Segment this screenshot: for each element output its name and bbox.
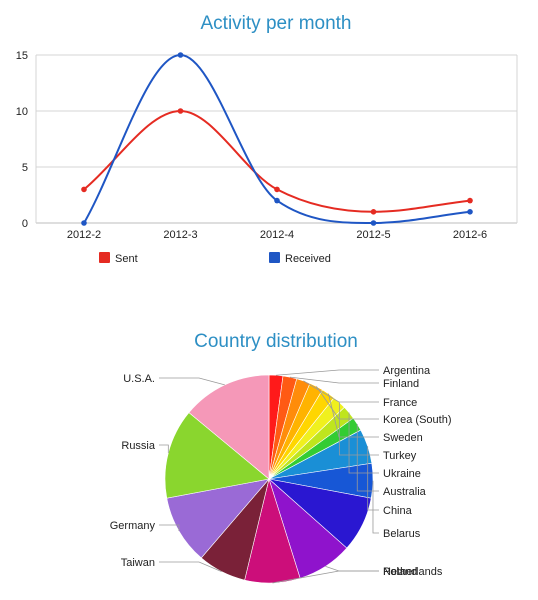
line-chart-title: Activity per month	[201, 13, 352, 34]
leader-line-australia	[356, 423, 379, 492]
leader-line-russia	[159, 444, 169, 453]
pie-label-australia: Australia	[383, 486, 427, 498]
pie-slice-u-s-a[interactable]	[188, 374, 270, 480]
line-series	[81, 52, 473, 226]
leader-line-u-s-a	[159, 377, 225, 386]
pie-label-france: France	[383, 397, 417, 409]
data-point-sent[interactable]	[177, 108, 184, 114]
data-point-sent[interactable]	[467, 197, 473, 204]
data-point-sent[interactable]	[81, 186, 87, 193]
x-tick-label: 2012-4	[260, 229, 294, 241]
pie-slice-russia[interactable]	[164, 412, 270, 499]
leader-line-china	[367, 446, 379, 511]
pie-label-u-s-a: U.S.A.	[123, 373, 155, 385]
data-point-sent[interactable]	[370, 209, 377, 215]
x-tick-label: 2012-3	[163, 229, 197, 241]
pie-label-ukraine: Ukraine	[383, 468, 421, 480]
pie-label-russia: Russia	[121, 440, 156, 452]
series-line-received	[83, 53, 471, 225]
legend-swatch-received	[269, 252, 280, 263]
leader-line-finland	[289, 376, 379, 384]
pie-chart-title: Country distribution	[194, 331, 358, 352]
series-line-sent	[83, 109, 471, 213]
data-point-received[interactable]	[467, 209, 473, 215]
leader-line-poland	[272, 570, 379, 584]
data-point-sent[interactable]	[274, 186, 280, 193]
data-point-received[interactable]	[177, 52, 184, 58]
y-tick-label: 10	[16, 106, 28, 118]
pie-label-netherlands: Netherlands	[383, 566, 443, 578]
pie-label-china: China	[383, 505, 413, 517]
data-point-received[interactable]	[370, 220, 377, 226]
y-tick-label: 0	[22, 218, 28, 230]
pie-slices	[164, 374, 374, 584]
leader-line-argentina	[275, 369, 379, 376]
x-tick-label: 2012-5	[356, 229, 390, 241]
legend-swatch-sent	[99, 252, 110, 263]
legend-label-received: Received	[285, 253, 331, 265]
line-legend: Sent Received	[99, 252, 331, 265]
x-tick-label: 2012-6	[453, 229, 487, 241]
y-axis-ticks: 0 5 10 15	[16, 50, 28, 230]
leader-line-taiwan	[159, 561, 222, 572]
pie-label-germany: Germany	[110, 520, 156, 532]
data-point-received[interactable]	[81, 220, 87, 226]
x-axis-ticks: 2012-2 2012-3 2012-4 2012-5 2012-6	[67, 229, 487, 241]
x-tick-label: 2012-2	[67, 229, 101, 241]
line-gridlines	[35, 54, 518, 224]
pie-label-taiwan: Taiwan	[121, 557, 155, 569]
pie-label-sweden: Sweden	[383, 432, 423, 444]
leader-line-ukraine	[348, 412, 379, 474]
pie-label-finland: Finland	[383, 378, 419, 390]
pie-label-argentina: Argentina	[383, 365, 431, 377]
leader-line-turkey	[338, 402, 379, 456]
y-tick-label: 5	[22, 162, 28, 174]
pie-label-korea-south: Korea (South)	[383, 414, 451, 426]
leader-line-belarus	[372, 480, 379, 534]
pie-label-poland: Poland	[383, 566, 417, 578]
y-tick-label: 15	[16, 50, 28, 62]
legend-label-sent: Sent	[115, 253, 138, 265]
pie-label-turkey: Turkey	[383, 450, 417, 462]
leader-line-netherlands	[325, 565, 379, 572]
pie-label-belarus: Belarus	[383, 528, 421, 540]
leader-line-germany	[159, 524, 180, 531]
data-point-received[interactable]	[274, 197, 280, 204]
leader-line-france	[303, 380, 379, 403]
